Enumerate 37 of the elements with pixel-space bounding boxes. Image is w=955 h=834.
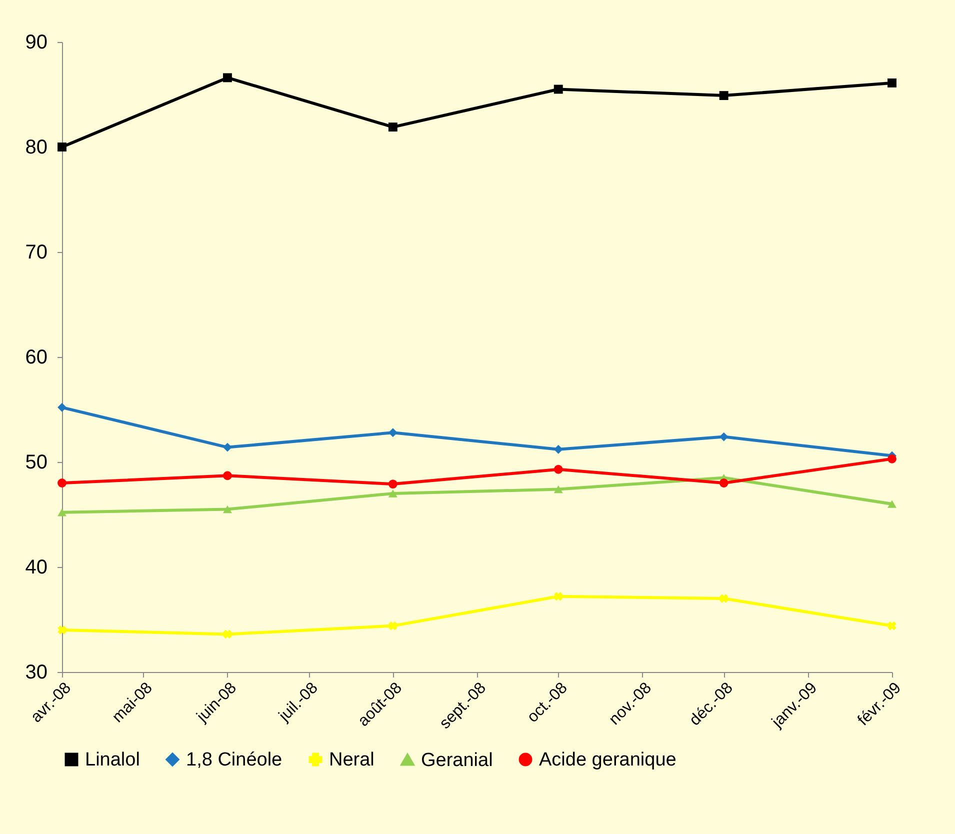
point bbox=[58, 402, 66, 412]
point bbox=[888, 500, 896, 508]
y-tick-label: 80 bbox=[25, 136, 48, 158]
point bbox=[719, 594, 728, 603]
point bbox=[58, 508, 66, 516]
point bbox=[223, 630, 232, 639]
point bbox=[388, 480, 398, 489]
y-tick-label: 30 bbox=[25, 662, 48, 684]
point bbox=[554, 84, 563, 94]
legend-label: 1,8 Cinéole bbox=[186, 750, 282, 771]
point bbox=[388, 621, 398, 630]
y-tick-label: 70 bbox=[25, 242, 48, 264]
point bbox=[719, 478, 728, 488]
point bbox=[222, 73, 232, 82]
legend-label: Geranial bbox=[421, 750, 493, 771]
point bbox=[58, 626, 66, 634]
point bbox=[222, 442, 232, 452]
legend-label: Linalol bbox=[85, 750, 140, 771]
y-tick-label: 50 bbox=[25, 452, 48, 474]
point bbox=[554, 485, 563, 494]
legend-label: Neral bbox=[329, 750, 374, 771]
point bbox=[888, 454, 896, 464]
y-tick-label: 60 bbox=[25, 346, 48, 368]
point bbox=[554, 592, 563, 601]
point bbox=[888, 78, 896, 88]
point bbox=[222, 471, 232, 480]
point bbox=[58, 478, 66, 488]
point bbox=[388, 490, 398, 498]
point bbox=[388, 122, 398, 132]
point bbox=[222, 505, 232, 514]
point bbox=[888, 621, 896, 630]
y-tick-label: 40 bbox=[25, 556, 48, 578]
legend-label: Acide geranique bbox=[539, 750, 676, 771]
point bbox=[719, 91, 728, 100]
point bbox=[58, 142, 66, 152]
y-tick-label: 90 bbox=[25, 32, 48, 54]
point bbox=[554, 464, 563, 474]
